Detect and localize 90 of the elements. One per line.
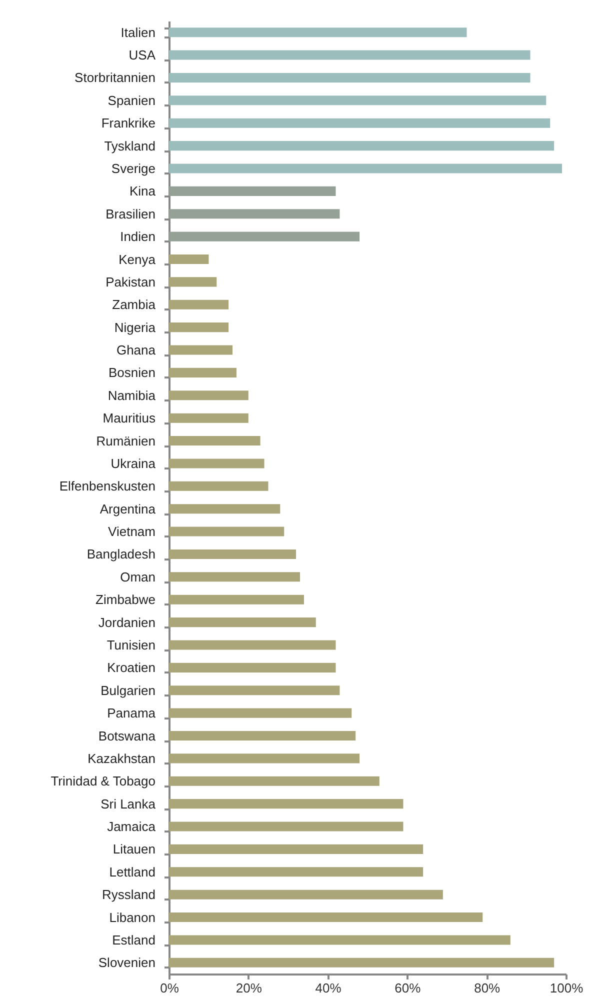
bar: [169, 662, 336, 672]
x-tick-label: 80%: [474, 980, 501, 996]
bar: [169, 164, 562, 174]
y-tick-label: Panama: [107, 706, 156, 721]
bar: [169, 730, 356, 741]
bar: [169, 618, 316, 628]
y-tick-label: Tunisien: [106, 637, 156, 652]
bar: [169, 72, 530, 82]
bar: [169, 96, 546, 106]
bar: [169, 300, 229, 310]
bar: [169, 844, 424, 854]
y-tick-label: Lettland: [109, 864, 156, 880]
bar: [169, 958, 554, 968]
bar: [169, 368, 236, 378]
y-tick-label: Litauen: [112, 842, 156, 857]
bar: [169, 28, 467, 38]
bar: [169, 799, 404, 809]
bar: [169, 504, 280, 514]
bar: [169, 50, 530, 60]
bar: [169, 754, 360, 764]
y-tick-label: Botswana: [98, 728, 156, 744]
y-tick-label: Bangladesh: [86, 546, 156, 562]
y-tick-label: Kroatien: [107, 660, 156, 676]
x-tick-label: 100%: [550, 980, 584, 996]
bar: [169, 912, 483, 922]
y-tick-label: Kazakhstan: [88, 750, 156, 766]
bar: [169, 640, 336, 650]
y-tick-label: Rumänien: [96, 433, 156, 448]
y-tick-label: Namibia: [108, 388, 156, 403]
x-tick-label: 60%: [394, 980, 422, 996]
bar: [169, 277, 217, 287]
bar: [169, 867, 424, 877]
x-tick-label: 20%: [236, 980, 262, 996]
bar: [169, 458, 264, 468]
bar: [169, 594, 304, 604]
bar: [169, 572, 300, 582]
y-tick-label: Ukraina: [110, 456, 156, 471]
y-tick-label: Brasilien: [106, 206, 156, 222]
y-tick-label: Ryssland: [102, 887, 156, 902]
y-tick-label: Oman: [120, 569, 156, 584]
bar: [169, 481, 268, 491]
y-tick-label: Bosnien: [108, 365, 156, 380]
bar: [169, 822, 404, 832]
y-tick-label: Frankrike: [101, 116, 156, 131]
bar: [169, 254, 209, 264]
y-tick-label: Slovenien: [98, 955, 156, 970]
bar: [169, 322, 229, 332]
y-tick-label: Elfenbenskusten: [59, 478, 156, 494]
y-tick-label: Indien: [120, 229, 156, 244]
bar: [169, 232, 360, 242]
bar: [169, 345, 233, 355]
y-tick-label: USA: [128, 48, 156, 63]
y-tick-label: Bulgarien: [100, 682, 156, 698]
y-tick-label: Nigeria: [114, 320, 156, 335]
y-tick-label: Storbritannien: [74, 70, 156, 86]
bar: [169, 708, 352, 718]
y-tick-label: Pakistan: [106, 274, 156, 290]
bar: [169, 890, 443, 900]
y-tick-label: Ghana: [116, 342, 156, 358]
y-tick-label: Kina: [129, 184, 156, 199]
bar: [169, 118, 550, 128]
bar: [169, 776, 380, 786]
y-tick-label: Jamaica: [107, 819, 156, 834]
bar: [169, 390, 248, 400]
y-tick-label: Zimbabwe: [96, 592, 156, 608]
bar: [169, 436, 260, 446]
bar: [169, 186, 336, 196]
y-tick-label: Estland: [112, 932, 156, 948]
bar: [169, 141, 554, 151]
y-tick-label: Vietnam: [108, 524, 156, 540]
y-tick-label: Tyskland: [104, 138, 156, 154]
y-tick-label: Trinidad & Tobago: [50, 774, 156, 789]
y-tick-label: Sverige: [111, 160, 156, 176]
bar: [169, 935, 510, 945]
x-tick-label: 40%: [315, 980, 342, 996]
y-tick-label: Mauritius: [102, 410, 156, 426]
y-tick-label: Kenya: [118, 252, 156, 267]
y-tick-label: Zambia: [112, 297, 156, 312]
bar: [169, 549, 296, 559]
x-tick-label: 0%: [160, 980, 180, 996]
bar: [169, 209, 340, 219]
bar: [169, 413, 248, 423]
y-tick-label: Italien: [120, 24, 156, 40]
y-tick-label: Sri Lanka: [100, 796, 156, 812]
y-tick-label: Libanon: [109, 910, 156, 925]
bar: [169, 526, 284, 536]
bar: [169, 686, 340, 696]
y-tick-label: Jordanien: [98, 614, 156, 630]
y-tick-label: Argentina: [100, 501, 156, 516]
y-tick-label: Spanien: [108, 92, 156, 108]
